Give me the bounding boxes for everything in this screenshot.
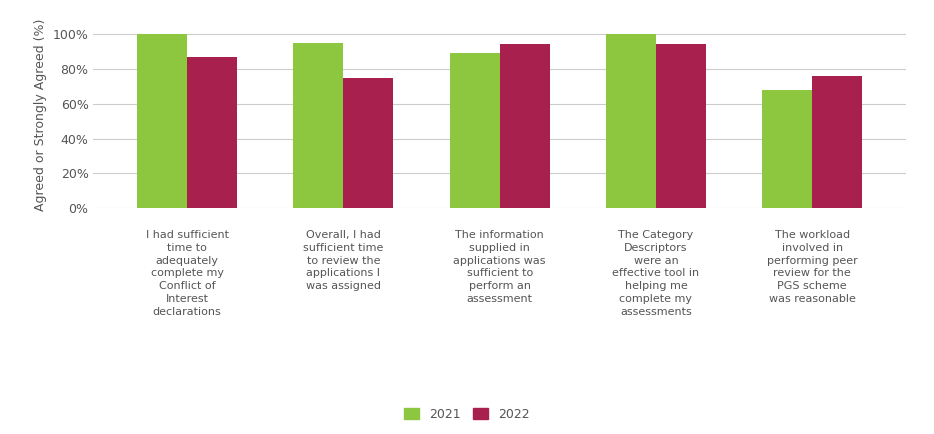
Bar bbox=[500, 44, 550, 208]
Bar bbox=[344, 78, 393, 208]
Text: The Category
Descriptors
were an
effective tool in
helping me
complete my
assess: The Category Descriptors were an effecti… bbox=[613, 230, 700, 317]
Bar bbox=[813, 76, 862, 208]
Bar bbox=[187, 56, 237, 208]
Y-axis label: Agreed or Strongly Agreed (%): Agreed or Strongly Agreed (%) bbox=[35, 19, 47, 211]
Bar bbox=[137, 34, 187, 208]
Text: Overall, I had
sufficient time
to review the
applications I
was assigned: Overall, I had sufficient time to review… bbox=[304, 230, 384, 291]
Bar bbox=[656, 44, 706, 208]
Text: The information
supplied in
applications was
sufficient to
perform an
assessment: The information supplied in applications… bbox=[453, 230, 546, 304]
Bar bbox=[293, 43, 344, 208]
Bar bbox=[606, 34, 656, 208]
Text: The workload
involved in
performing peer
review for the
PGS scheme
was reasonabl: The workload involved in performing peer… bbox=[767, 230, 857, 304]
Bar bbox=[762, 90, 813, 208]
Legend: 2021, 2022: 2021, 2022 bbox=[402, 405, 532, 424]
Bar bbox=[449, 53, 500, 208]
Text: I had sufficient
time to
adequately
complete my
Conflict of
Interest
declaration: I had sufficient time to adequately comp… bbox=[146, 230, 229, 317]
